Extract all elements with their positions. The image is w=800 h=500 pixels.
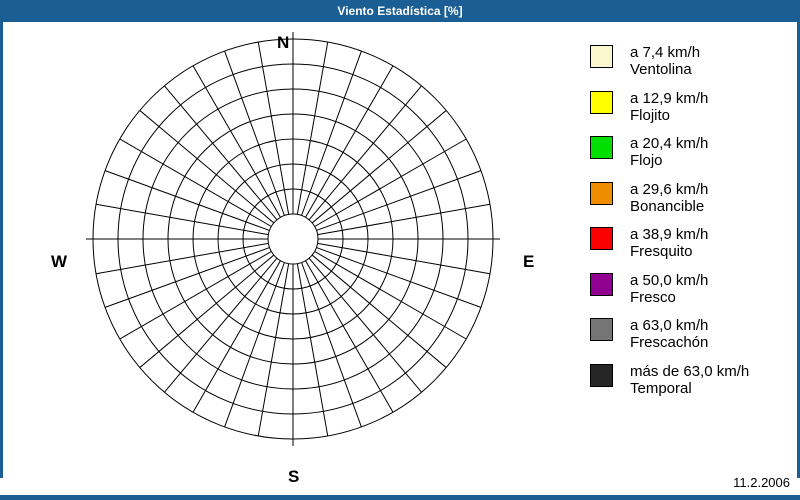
legend-item-text: a 50,0 km/h Fresco [630, 272, 708, 306]
legend-item: a 50,0 km/h Fresco [590, 272, 749, 306]
window-title: Viento Estadística [%] [337, 4, 463, 18]
legend-item-text: a 12,9 km/h Flojito [630, 90, 708, 124]
legend-speed-label: más de 63,0 km/h [630, 362, 750, 380]
legend-speed-label: a 20,4 km/h [630, 135, 709, 152]
legend-name-label: Fresco [630, 288, 676, 306]
legend-item: a 63,0 km/h Frescachón [590, 317, 749, 351]
legend-name-label: Fresquito [630, 243, 693, 260]
legend-color-swatch [590, 136, 613, 159]
legend-color-swatch [590, 45, 613, 68]
legend-name-label: Frescachón [630, 334, 709, 351]
legend-item-text: a 7,4 km/h Ventolina [630, 44, 700, 78]
legend-color-swatch [590, 272, 613, 296]
legend-color-swatch [590, 318, 613, 341]
legend-speed-label: a 12,9 km/h [630, 89, 709, 107]
legend-speed-label: a 7,4 km/h [630, 44, 701, 61]
legend-item: a 12,9 km/h Flojito [590, 90, 749, 124]
legend-item: a 29,6 km/h Bonancible [590, 181, 749, 215]
legend-color-swatch [590, 181, 613, 205]
direction-label-north: N [277, 33, 290, 52]
window-border-right [797, 0, 800, 478]
window-border-left [0, 0, 3, 478]
legend-speed-label: a 29,6 km/h [630, 180, 709, 198]
legend-name-label: Ventolina [630, 61, 692, 78]
window-border-bottom [0, 495, 800, 500]
title-bar: Viento Estadística [%] [0, 0, 800, 22]
legend-item-text: más de 63,0 km/h Temporal [630, 363, 749, 397]
direction-label-south: S [288, 467, 300, 486]
direction-label-west: W [51, 252, 68, 271]
wind-rose-grid [86, 32, 500, 446]
legend-speed-label: a 38,9 km/h [630, 226, 709, 243]
legend-item-text: a 20,4 km/h Flojo [630, 135, 708, 169]
direction-label-east: E [523, 252, 535, 271]
legend-item: a 20,4 km/h Flojo [590, 135, 749, 169]
legend: a 7,4 km/h Ventolina a 12,9 km/h Flojito a 2… [590, 44, 749, 397]
legend-item-text: a 38,9 km/h Fresquito [630, 226, 708, 260]
legend-color-swatch [590, 90, 613, 114]
legend-speed-label: a 63,0 km/h [630, 317, 709, 334]
legend-color-swatch [590, 363, 613, 387]
legend-item-text: a 63,0 km/h Frescachón [630, 317, 708, 351]
legend-speed-label: a 50,0 km/h [630, 271, 709, 289]
legend-item: más de 63,0 km/h Temporal [590, 363, 749, 397]
legend-item-text: a 29,6 km/h Bonancible [630, 181, 708, 215]
legend-name-label: Temporal [630, 379, 692, 397]
legend-name-label: Flojito [630, 106, 671, 124]
legend-item: a 38,9 km/h Fresquito [590, 226, 749, 260]
legend-item: a 7,4 km/h Ventolina [590, 44, 749, 78]
legend-name-label: Flojo [630, 152, 663, 169]
legend-color-swatch [590, 227, 613, 250]
legend-name-label: Bonancible [630, 197, 705, 215]
date-label: 11.2.2006 [733, 475, 790, 490]
